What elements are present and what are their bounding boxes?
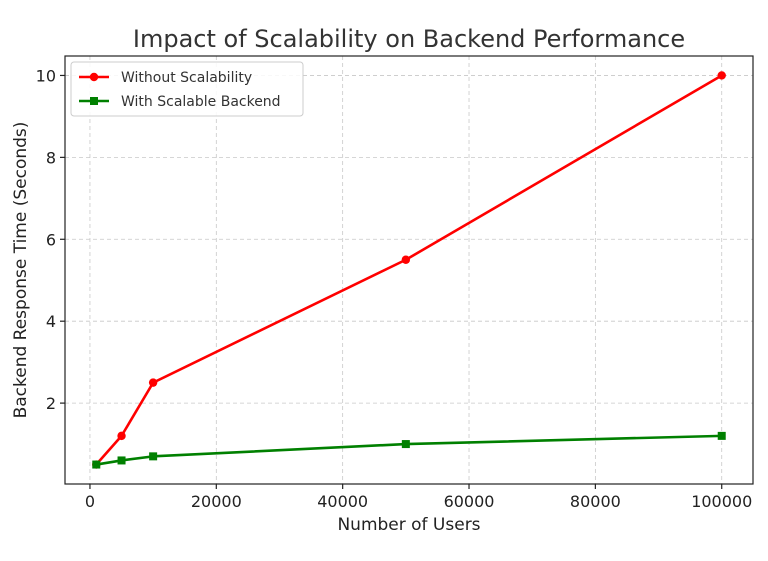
grid	[65, 56, 753, 484]
y-axis-label: Backend Response Time (Seconds)	[11, 122, 31, 419]
y-tick-label: 4	[46, 312, 56, 331]
legend-box	[70, 61, 304, 117]
data-point-without-scalability	[148, 378, 158, 387]
y-tick-label: 2	[46, 394, 56, 413]
axis-ticks: 0 20000 40000 60000 80000 100000 2 4 6 8 10	[36, 66, 753, 511]
x-axis-label: Number of Users	[337, 515, 480, 535]
legend-marker-with-scalable-backend	[90, 97, 98, 105]
plot-frame	[64, 55, 754, 485]
x-tick-label: 80000	[570, 492, 621, 511]
data-point-with-scalable-backend	[117, 456, 126, 465]
series-layer	[92, 71, 726, 469]
chart-title: Impact of Scalability on Backend Perform…	[133, 25, 685, 53]
x-tick-label: 40000	[317, 492, 368, 511]
legend: Without Scalability With Scalable Backend	[70, 61, 304, 117]
x-tick-label: 60000	[444, 492, 495, 511]
series-line-without-scalability	[95, 74, 723, 466]
legend-marker-without-scalability	[89, 72, 99, 82]
data-point-with-scalable-backend	[717, 431, 726, 440]
legend-label-with-scalable-backend: With Scalable Backend	[121, 94, 281, 110]
data-point-with-scalable-backend	[401, 440, 410, 449]
data-point-without-scalability	[401, 255, 411, 264]
x-tick-label: 0	[85, 492, 95, 511]
data-point-with-scalable-backend	[92, 460, 101, 469]
data-point-with-scalable-backend	[149, 452, 158, 461]
y-tick-label: 6	[46, 230, 56, 249]
x-tick-label: 20000	[191, 492, 242, 511]
data-point-without-scalability	[117, 431, 126, 441]
y-tick-label: 8	[46, 148, 56, 167]
y-tick-label: 10	[36, 66, 56, 85]
legend-label-without-scalability: Without Scalability	[121, 70, 252, 86]
data-point-without-scalability	[717, 71, 726, 80]
x-tick-label: 100000	[691, 492, 752, 511]
